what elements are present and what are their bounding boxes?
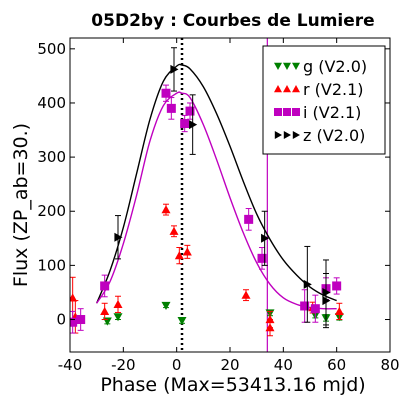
y-tick-label-1: 100: [37, 256, 66, 274]
data-point-2-4: [166, 103, 176, 113]
x-tick-label-4: 40: [274, 356, 293, 374]
legend-marker-0-1: [283, 62, 291, 70]
legend-marker-3-1: [283, 131, 291, 139]
data-point-2-9: [300, 354, 309, 363]
legend-marker-1-2: [292, 85, 300, 93]
x-tick-label-6: 80: [380, 356, 399, 374]
data-point-2-13: [332, 281, 342, 291]
data-point-1-5: [169, 226, 179, 235]
fit-curve-0: [96, 63, 337, 304]
legend: g (V2.0) r (V2.1) i (V2.1) z (V2.0): [262, 45, 386, 155]
legend-marker-3-2: [292, 131, 300, 139]
y-tick-label-0: 0: [56, 311, 66, 329]
legend-label-3: z (V2.0): [303, 126, 365, 145]
data-point-3-2: [189, 120, 198, 130]
data-point-3-1: [170, 64, 179, 74]
legend-marker-2-0: [274, 108, 282, 116]
x-tick-label-3: 20: [220, 356, 239, 374]
x-tick-label-2: 0: [172, 356, 182, 374]
data-point-1-0: [70, 293, 78, 302]
data-point-1-3: [113, 299, 123, 308]
legend-marker-0-2: [292, 62, 300, 70]
data-point-2-11: [310, 304, 320, 314]
data-point-2-10: [300, 301, 310, 311]
chart-title: 05D2by : Courbes de Lumiere: [91, 11, 374, 31]
x-tick-label-5: 60: [327, 356, 346, 374]
data-point-1-7: [182, 247, 192, 256]
legend-marker-2-2: [292, 108, 300, 116]
y-tick-label-2: 200: [37, 202, 66, 220]
x-tick-label-0: -40: [58, 356, 83, 374]
data-point-3-6: [322, 287, 331, 297]
legend-marker-3-0: [274, 131, 282, 139]
x-tick-label-1: -20: [111, 356, 136, 374]
data-point-2-7: [244, 214, 254, 224]
data-point-0-1: [113, 313, 123, 322]
data-point-3-3: [261, 233, 270, 243]
fit-curve-1: [96, 91, 337, 310]
legend-label-1: r (V2.1): [303, 80, 364, 99]
y-axis-label: Flux (ZP_ab=30.): [10, 123, 32, 287]
data-point-1-8: [241, 290, 251, 299]
y-tick-label-3: 300: [37, 148, 66, 166]
data-point-0-2: [161, 301, 171, 310]
data-point-2-8: [257, 253, 267, 263]
legend-label-2: i (V2.1): [303, 103, 361, 122]
legend-marker-1-1: [283, 85, 291, 93]
data-point-2-5: [180, 119, 190, 129]
data-point-3-4: [303, 279, 312, 289]
legend-marker-2-1: [283, 108, 291, 116]
data-point-2-0: [70, 317, 78, 327]
legend-label-0: g (V2.0): [303, 57, 367, 76]
x-axis-label: Phase (Max=53413.16 mjd): [100, 374, 365, 396]
data-point-2-1: [76, 315, 86, 325]
data-point-2-6: [185, 106, 195, 116]
data-point-2-3: [161, 88, 171, 98]
data-point-1-6: [174, 251, 184, 260]
data-point-0-3: [177, 317, 187, 326]
data-point-2-2: [100, 281, 110, 291]
data-point-1-12: [334, 306, 344, 315]
legend-marker-0-0: [274, 62, 282, 70]
data-point-3-0: [114, 232, 123, 242]
data-point-1-10: [265, 323, 275, 332]
legend-box: [262, 45, 386, 155]
plot-area: -40 -20 0 20 40 60 80 0 100 200 300 400 500: [37, 37, 400, 374]
y-tick-label-5: 500: [37, 40, 66, 58]
y-tick-label-4: 400: [37, 94, 66, 112]
plot-inner: [70, 38, 344, 363]
data-point-1-4: [161, 205, 171, 214]
data-point-1-2: [100, 306, 110, 315]
legend-marker-1-0: [274, 85, 282, 93]
